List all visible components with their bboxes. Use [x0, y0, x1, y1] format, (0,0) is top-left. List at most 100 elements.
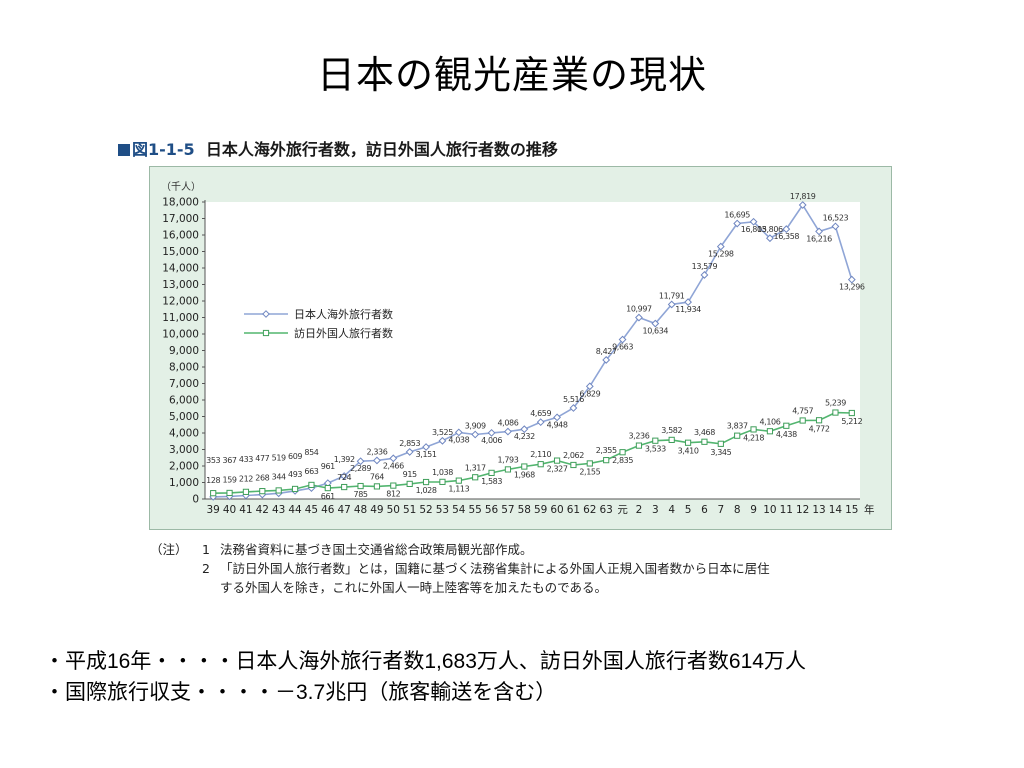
data-label: 5,212	[841, 417, 862, 426]
data-point	[226, 489, 233, 497]
data-point	[798, 201, 807, 209]
note-number: 2	[202, 561, 210, 576]
data-point	[308, 481, 315, 489]
x-tick-label: 46	[321, 504, 335, 516]
data-point	[651, 319, 660, 328]
data-point	[422, 478, 430, 486]
data-label: 6,829	[579, 389, 600, 398]
data-label: 15,806	[757, 225, 783, 234]
data-point	[472, 474, 479, 481]
y-tick-label: 0	[192, 494, 199, 506]
y-tick-label: 16,000	[162, 230, 199, 242]
plot-area	[205, 202, 860, 499]
x-tick-label: 62	[583, 504, 596, 516]
x-tick-label: 元	[617, 504, 628, 516]
data-label: 3,345	[710, 448, 731, 457]
figure-title: 日本人海外旅行者数，訪日外国人旅行者数の推移	[205, 140, 558, 159]
data-point	[749, 217, 758, 226]
data-point	[373, 483, 381, 490]
data-label: 16,803	[741, 225, 767, 234]
data-point	[700, 271, 709, 279]
x-tick-label: 45	[305, 504, 318, 516]
data-label: 2,155	[579, 467, 600, 476]
data-point	[783, 422, 790, 429]
data-label: 2,110	[530, 450, 551, 459]
data-label: 3,909	[465, 422, 486, 431]
x-tick-label: 11	[780, 504, 793, 516]
x-tick-label: 58	[518, 504, 531, 516]
x-tick-label: 5	[685, 504, 692, 516]
data-label: 2,835	[612, 456, 633, 465]
x-tick-label: 47	[338, 504, 351, 516]
data-point	[667, 300, 676, 309]
series-line	[213, 411, 852, 494]
data-label: 1,968	[514, 471, 535, 480]
y-tick-label: 4,000	[169, 428, 199, 440]
data-label: 915	[403, 470, 417, 479]
data-point	[569, 404, 578, 412]
x-tick-label: 15	[845, 504, 858, 516]
x-tick-label: 44	[288, 504, 302, 516]
data-label: 854	[304, 448, 318, 457]
data-label: 3,533	[645, 445, 666, 454]
data-point	[847, 275, 856, 284]
y-tick-label: 18,000	[162, 197, 199, 209]
bullet-list: ・平成16年・・・・日本人海外旅行者数1,683万人、訪日外国人旅行者数614万…	[44, 646, 806, 708]
x-tick-label: 48	[354, 504, 367, 516]
data-label: 1,317	[465, 463, 486, 472]
data-label: 1,793	[497, 455, 518, 464]
data-point	[586, 460, 593, 467]
data-label: 663	[304, 467, 318, 476]
data-label: 1,392	[334, 455, 355, 464]
data-point	[357, 482, 364, 490]
data-label: 4,438	[776, 430, 797, 439]
data-label: 159	[223, 475, 237, 484]
data-point	[356, 457, 365, 466]
data-point	[815, 417, 823, 424]
note-text: 法務省資料に基づき国土交通省総合政策局観光部作成。	[220, 542, 533, 557]
data-label: 9,663	[612, 343, 633, 352]
data-label: 493	[288, 470, 302, 479]
data-label: 3,525	[432, 428, 453, 437]
x-tick-label: 3	[652, 504, 659, 516]
x-tick-label: 41	[239, 504, 252, 516]
data-point	[438, 436, 447, 445]
data-point	[259, 488, 266, 495]
data-label: 3,410	[678, 447, 699, 456]
note-number: 1	[202, 542, 210, 557]
x-tick-label: 63	[600, 504, 613, 516]
data-label: 4,948	[547, 420, 568, 429]
data-point	[750, 426, 757, 433]
data-label: 1,113	[448, 485, 469, 494]
data-label: 4,106	[759, 417, 780, 426]
data-label: 433	[239, 455, 253, 464]
x-tick-label: 54	[452, 504, 466, 516]
data-point	[717, 440, 724, 447]
x-tick-label: 8	[734, 504, 741, 516]
data-label: 477	[255, 454, 269, 463]
data-point	[406, 480, 413, 488]
data-point	[390, 482, 397, 489]
data-label: 764	[370, 472, 384, 481]
data-label: 13,579	[692, 262, 718, 271]
data-point	[210, 490, 217, 497]
data-point	[340, 472, 349, 480]
x-tick-label: 56	[485, 504, 499, 516]
note-text: 「訪日外国人旅行者数」とは，国籍に基づく法務省集計による外国人正規入国者数から日…	[220, 561, 770, 576]
x-tick-label: 12	[796, 504, 809, 516]
data-label: 128	[206, 476, 220, 485]
series-line	[213, 203, 853, 498]
x-tick-label: 52	[419, 504, 432, 516]
y-tick-label: 12,000	[162, 296, 199, 308]
line-chart: （千人） 0 1,000 2,000 3,000 4,000 5,000 6,000 7,000…	[161, 181, 875, 516]
data-label: 4,757	[792, 407, 813, 416]
data-point	[504, 466, 512, 473]
data-label: 4,038	[448, 435, 469, 444]
y-tick-label: 2,000	[169, 461, 199, 473]
x-tick-label: 50	[387, 504, 400, 516]
data-label: 2,355	[596, 446, 617, 455]
data-label: 16,358	[774, 232, 800, 241]
data-point	[766, 234, 774, 243]
data-point	[389, 454, 398, 463]
data-point	[242, 488, 250, 495]
